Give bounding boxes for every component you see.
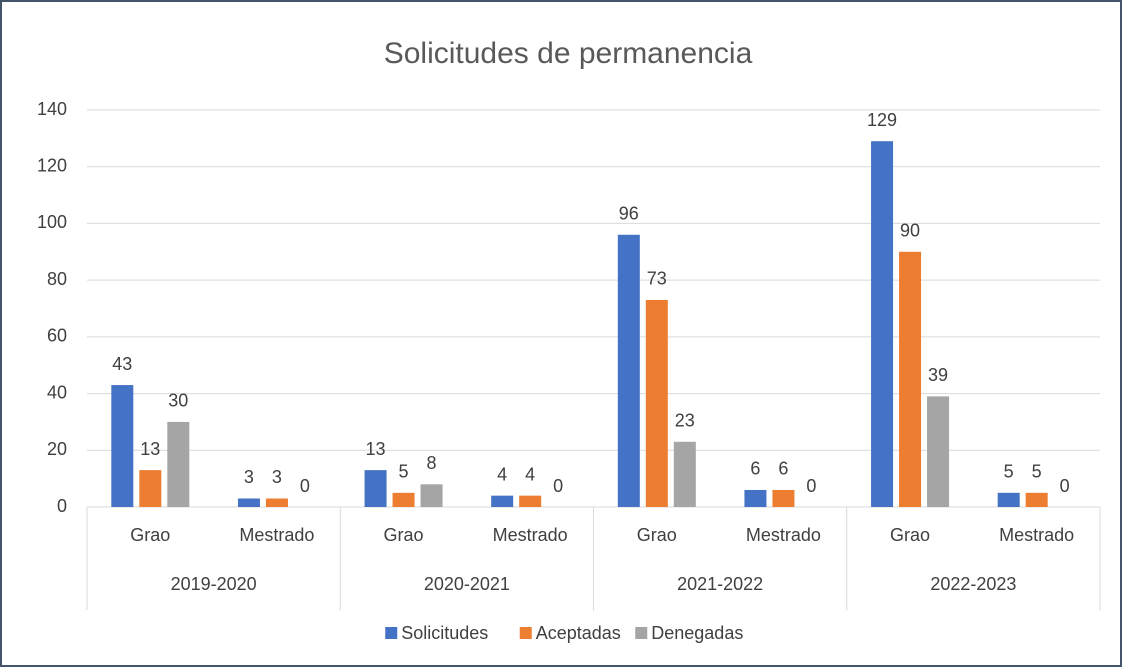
y-tick-label: 40 [47, 382, 67, 402]
bar [139, 470, 162, 507]
legend-label: Aceptadas [536, 623, 621, 643]
data-label: 73 [647, 269, 667, 289]
data-label: 0 [806, 476, 816, 496]
group-label: 2021-2022 [677, 574, 763, 594]
data-label: 13 [366, 439, 386, 459]
data-label: 90 [900, 221, 920, 241]
x-tick-label: Mestrado [746, 525, 821, 545]
data-label: 30 [168, 391, 188, 411]
bar [491, 495, 514, 507]
bar [111, 385, 134, 507]
data-label: 4 [525, 464, 535, 484]
group-label: 2020-2021 [424, 574, 510, 594]
x-tick-label: Grao [637, 525, 677, 545]
x-tick-label: Grao [890, 525, 930, 545]
y-tick-label: 140 [37, 99, 67, 119]
bar [645, 299, 668, 507]
x-tick-label: Grao [384, 525, 424, 545]
legend-label: Solicitudes [401, 623, 488, 643]
legend-swatch [385, 627, 398, 639]
bar [997, 492, 1020, 507]
bar [772, 489, 795, 507]
data-label: 4 [497, 464, 507, 484]
data-label: 0 [300, 476, 310, 496]
bar [617, 234, 640, 507]
bar [392, 492, 415, 507]
data-label: 3 [244, 467, 254, 487]
data-label: 5 [1004, 462, 1014, 482]
y-tick-label: 0 [57, 496, 67, 516]
chart-title: Solicitudes de permanencia [384, 37, 753, 70]
data-label: 13 [140, 439, 160, 459]
group-label: 2022-2023 [930, 574, 1016, 594]
data-label: 0 [1060, 476, 1070, 496]
bar [1025, 492, 1048, 507]
y-tick-label: 120 [37, 155, 67, 175]
bar [899, 251, 922, 507]
bar [673, 441, 696, 507]
y-tick-label: 20 [47, 439, 67, 459]
legend-swatch [635, 627, 648, 639]
bar [364, 470, 387, 507]
data-label: 3 [272, 467, 282, 487]
data-label: 23 [675, 411, 695, 431]
bar [237, 498, 260, 507]
bar [871, 141, 894, 507]
data-label: 6 [750, 459, 760, 479]
data-label: 0 [553, 476, 563, 496]
bar [167, 421, 190, 507]
y-tick-label: 80 [47, 269, 67, 289]
data-label: 6 [778, 459, 788, 479]
data-label: 39 [928, 365, 948, 385]
data-label: 43 [112, 354, 132, 374]
y-tick-label: 60 [47, 326, 67, 346]
data-label: 5 [399, 462, 409, 482]
x-tick-label: Mestrado [239, 525, 314, 545]
x-tick-label: Grao [130, 525, 170, 545]
y-tick-label: 100 [37, 212, 67, 232]
data-label: 8 [427, 453, 437, 473]
bar [519, 495, 542, 507]
x-tick-label: Mestrado [999, 525, 1074, 545]
legend-swatch [519, 627, 532, 639]
data-label: 96 [619, 204, 639, 224]
x-tick-label: Mestrado [493, 525, 568, 545]
group-label: 2019-2020 [171, 574, 257, 594]
legend-label: Denegadas [651, 623, 743, 643]
data-label: 5 [1032, 462, 1042, 482]
bar [744, 489, 767, 507]
data-label: 129 [867, 110, 897, 130]
bar [265, 498, 288, 507]
bar [927, 396, 950, 507]
bar [420, 484, 443, 507]
